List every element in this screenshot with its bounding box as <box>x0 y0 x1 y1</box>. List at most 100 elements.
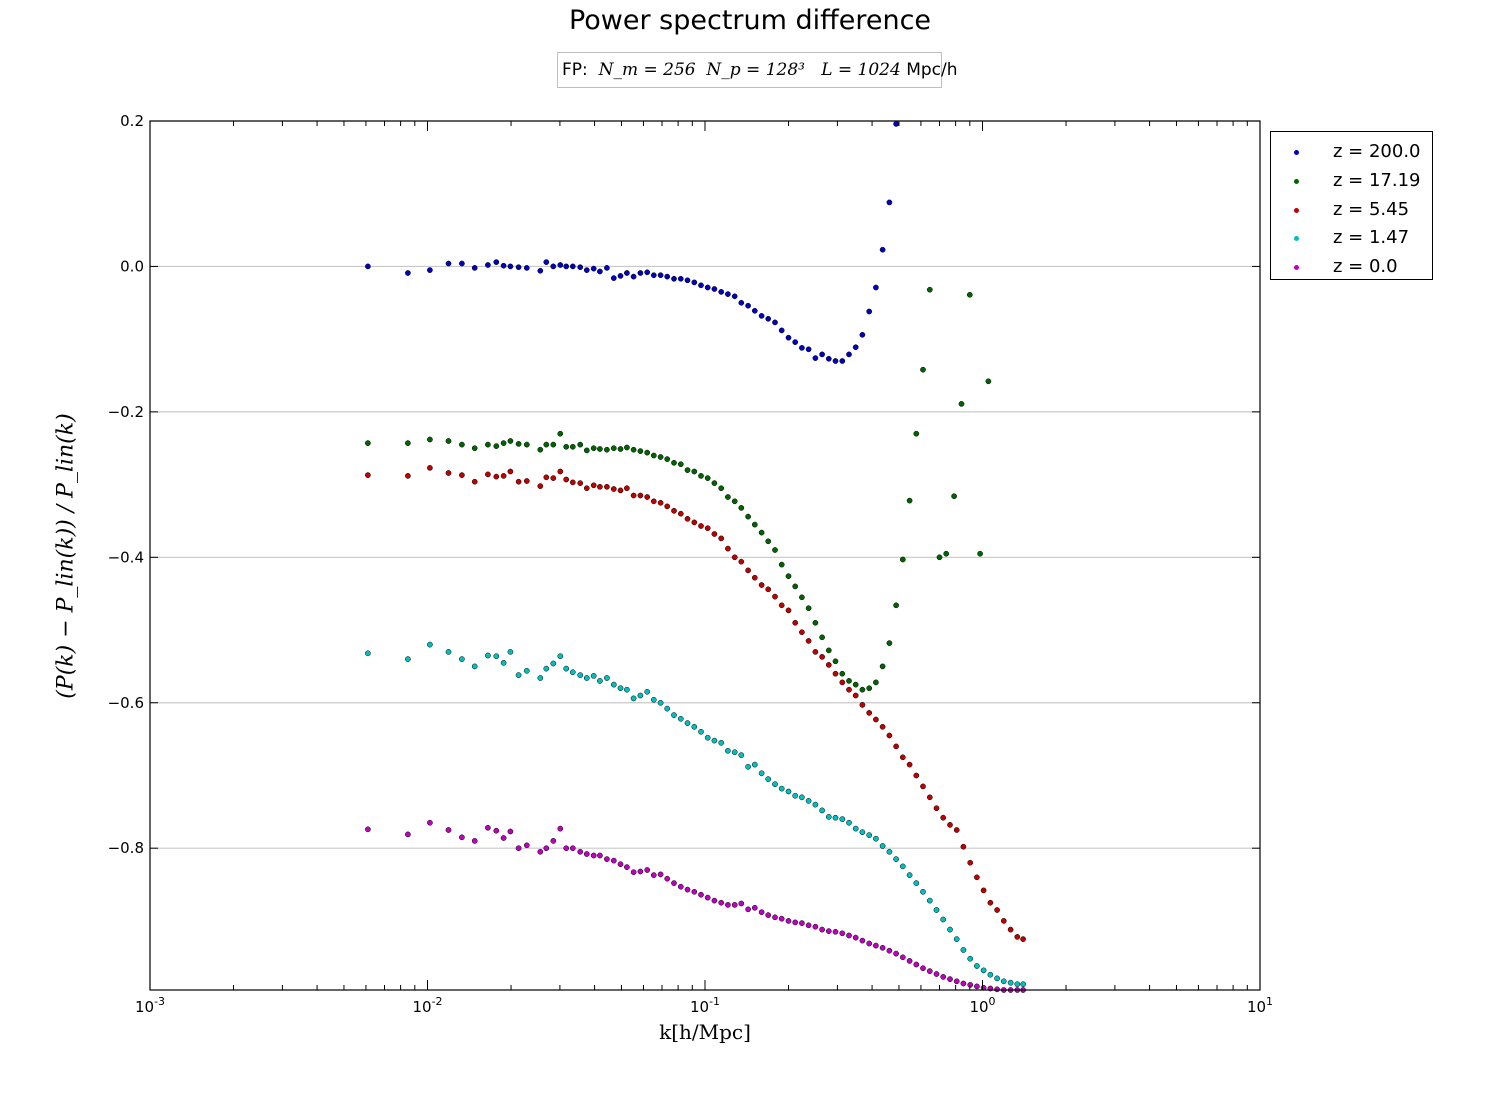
data-point <box>805 346 812 353</box>
data-point <box>485 441 491 448</box>
data-point <box>873 284 879 291</box>
series-0 <box>365 121 899 364</box>
data-point <box>610 857 617 864</box>
chart-subtitle: FP: N_m = 256 N_p = 128³ L = 1024 Mpc/h <box>557 52 958 88</box>
data-point <box>617 487 624 494</box>
data-point <box>365 826 371 833</box>
data-point <box>913 880 920 886</box>
data-point <box>846 932 852 939</box>
data-point <box>515 478 522 485</box>
data-point <box>583 447 590 454</box>
x-tick-base: 10 <box>412 998 431 1016</box>
data-point <box>485 262 491 268</box>
data-point <box>792 619 799 626</box>
data-point <box>459 441 465 448</box>
data-point <box>459 834 465 841</box>
data-point <box>825 928 832 934</box>
data-point <box>758 313 765 319</box>
data-point <box>507 468 514 475</box>
data-point <box>515 672 522 678</box>
x-tick-label: 10-2 <box>412 995 442 1016</box>
data-point <box>825 647 832 654</box>
data-point <box>943 550 950 557</box>
data-point <box>557 825 564 832</box>
data-point <box>515 441 522 447</box>
data-point <box>966 291 973 298</box>
subtitle-np: N_p = 128³ <box>706 60 805 80</box>
data-point <box>711 897 718 904</box>
subtitle-l: L = 1024 <box>821 60 901 80</box>
data-point <box>543 845 550 852</box>
data-point <box>852 681 859 688</box>
data-point <box>493 827 500 834</box>
data-point <box>677 715 684 722</box>
data-point <box>445 827 452 833</box>
data-point <box>899 556 906 563</box>
data-point <box>839 670 846 677</box>
data-point <box>604 483 610 490</box>
data-point <box>590 673 597 679</box>
data-point <box>684 467 691 473</box>
data-point <box>537 675 544 681</box>
data-point <box>563 845 570 852</box>
data-point <box>738 752 745 758</box>
data-point <box>805 798 812 804</box>
data-point <box>624 686 630 693</box>
data-point <box>677 510 684 517</box>
data-point <box>985 378 992 385</box>
data-point <box>758 770 765 777</box>
x-tick-base: 10 <box>135 998 154 1016</box>
data-point <box>610 445 617 452</box>
data-point <box>1020 981 1026 988</box>
data-point <box>698 728 704 735</box>
x-tick-exponent: 0 <box>989 995 996 1008</box>
data-point <box>772 781 778 788</box>
data-point <box>569 263 576 270</box>
data-point <box>1014 934 1021 940</box>
data-point <box>624 444 630 451</box>
data-point <box>731 554 738 561</box>
data-point <box>493 473 500 480</box>
data-point <box>485 824 491 831</box>
data-point <box>718 899 725 906</box>
data-point <box>899 754 906 761</box>
legend: z = 200.0 z = 17.19 z = 5.45 z = 1.47 z = 0.… <box>1270 131 1433 280</box>
data-point <box>751 761 758 768</box>
data-point <box>657 272 664 279</box>
data-point <box>604 675 610 681</box>
data-point <box>947 976 953 982</box>
data-point <box>745 302 751 309</box>
data-point <box>866 832 873 838</box>
data-point <box>772 319 778 326</box>
data-point <box>758 909 765 916</box>
data-point <box>459 656 465 662</box>
data-point <box>812 923 819 930</box>
data-point <box>738 505 745 511</box>
data-point <box>590 445 597 452</box>
data-point <box>365 440 371 446</box>
data-point <box>637 868 644 875</box>
data-point <box>846 678 852 684</box>
data-point <box>500 440 507 446</box>
legend-marker <box>1294 207 1299 213</box>
data-point <box>799 345 805 351</box>
data-point <box>644 269 651 276</box>
x-tick-exponent: -3 <box>154 995 165 1008</box>
data-point <box>980 967 987 974</box>
data-point <box>671 459 677 466</box>
data-point <box>725 291 731 297</box>
data-point <box>866 710 873 716</box>
legend-label: z = 17.19 <box>1333 169 1421 191</box>
data-point <box>610 681 617 688</box>
data-point <box>1000 978 1007 985</box>
data-point <box>974 963 980 969</box>
data-point <box>873 942 879 949</box>
data-point <box>485 652 491 659</box>
data-point <box>493 259 500 265</box>
data-point <box>893 950 899 957</box>
data-point <box>677 461 684 468</box>
data-point <box>617 861 624 868</box>
series-4 <box>365 819 1026 993</box>
subtitle-nm: N_m = 256 <box>598 60 696 80</box>
data-point <box>940 916 947 923</box>
